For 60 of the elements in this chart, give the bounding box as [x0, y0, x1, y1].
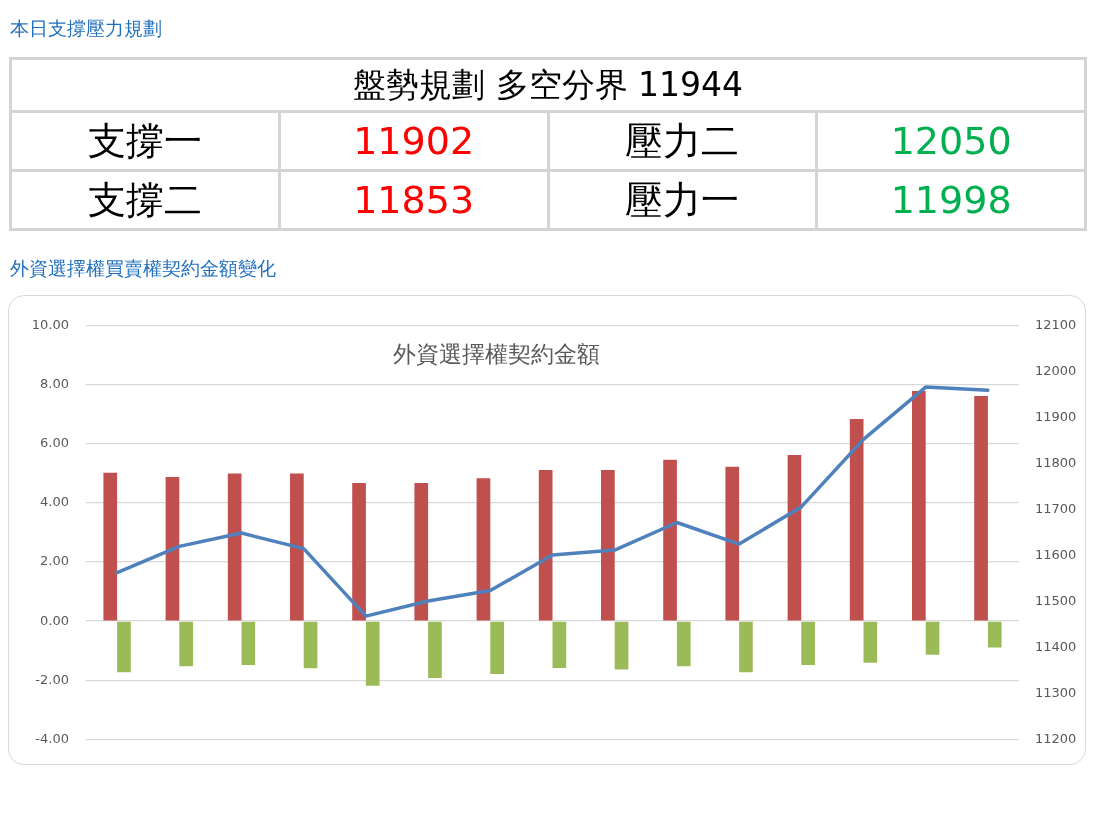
y-tick-label: -2.00	[35, 671, 69, 687]
bar	[987, 621, 1002, 648]
bar	[414, 483, 429, 621]
bar	[476, 478, 491, 621]
y-tick-label: 4.00	[40, 494, 69, 510]
y2-tick-label: 11300	[1035, 684, 1077, 700]
bar	[849, 418, 864, 621]
bar	[103, 472, 118, 621]
bar	[241, 621, 256, 666]
category-label: 支撐二	[10, 170, 280, 230]
bar	[179, 621, 193, 667]
data-label: 11853	[279, 170, 548, 230]
bar	[552, 621, 567, 669]
bar	[490, 621, 504, 674]
y-tick-label: 10.00	[31, 317, 69, 333]
bar	[352, 483, 366, 621]
bar	[165, 477, 180, 621]
y2-tick-label: 11500	[1035, 592, 1077, 608]
data-label: 11998	[816, 170, 1086, 230]
bar	[538, 470, 553, 621]
y2-tick-label: 11400	[1035, 638, 1077, 654]
text: 本日支撐壓力規劃	[10, 16, 162, 40]
bar	[925, 621, 940, 655]
bar	[290, 473, 304, 621]
bar	[863, 621, 878, 663]
y2-tick-label: 11600	[1035, 546, 1077, 562]
bar	[601, 470, 615, 621]
y-tick-label: 8.00	[40, 376, 69, 392]
y-tick-label: 2.00	[40, 553, 69, 569]
bar	[912, 390, 926, 621]
data-label: 11902	[279, 111, 548, 171]
bar	[365, 621, 380, 686]
y2-tick-label: 11200	[1035, 730, 1077, 746]
bar	[614, 621, 629, 670]
bar	[739, 621, 753, 673]
category-label: 支撐一	[10, 111, 280, 171]
y2-tick-label: 11800	[1035, 455, 1077, 471]
text: 外資選擇權契約金額	[393, 340, 601, 367]
bar	[676, 621, 691, 667]
bar	[801, 621, 815, 666]
y2-tick-label: 12100	[1035, 317, 1077, 333]
y-tick-label: 6.00	[40, 435, 69, 451]
y-tick-label: 0.00	[40, 612, 69, 628]
data-label: 12050	[816, 111, 1086, 171]
y2-tick-label: 12000	[1035, 363, 1077, 379]
bar	[725, 466, 740, 621]
category-label: 壓力二	[548, 111, 817, 171]
bar	[227, 473, 242, 621]
chart-title: 外資選擇權買賣權契約金額變化	[10, 256, 276, 280]
y2-tick-label: 11700	[1035, 501, 1077, 517]
text: 盤勢規劃 多空分界 11944	[10, 58, 1086, 112]
bar	[663, 459, 677, 621]
category-label: 壓力一	[548, 170, 817, 230]
bar	[428, 621, 442, 679]
y-tick-label: -4.00	[35, 730, 69, 746]
bar	[117, 621, 131, 673]
bar	[303, 621, 318, 669]
bar	[787, 454, 802, 621]
y2-tick-label: 11900	[1035, 409, 1077, 425]
bar	[974, 395, 988, 621]
